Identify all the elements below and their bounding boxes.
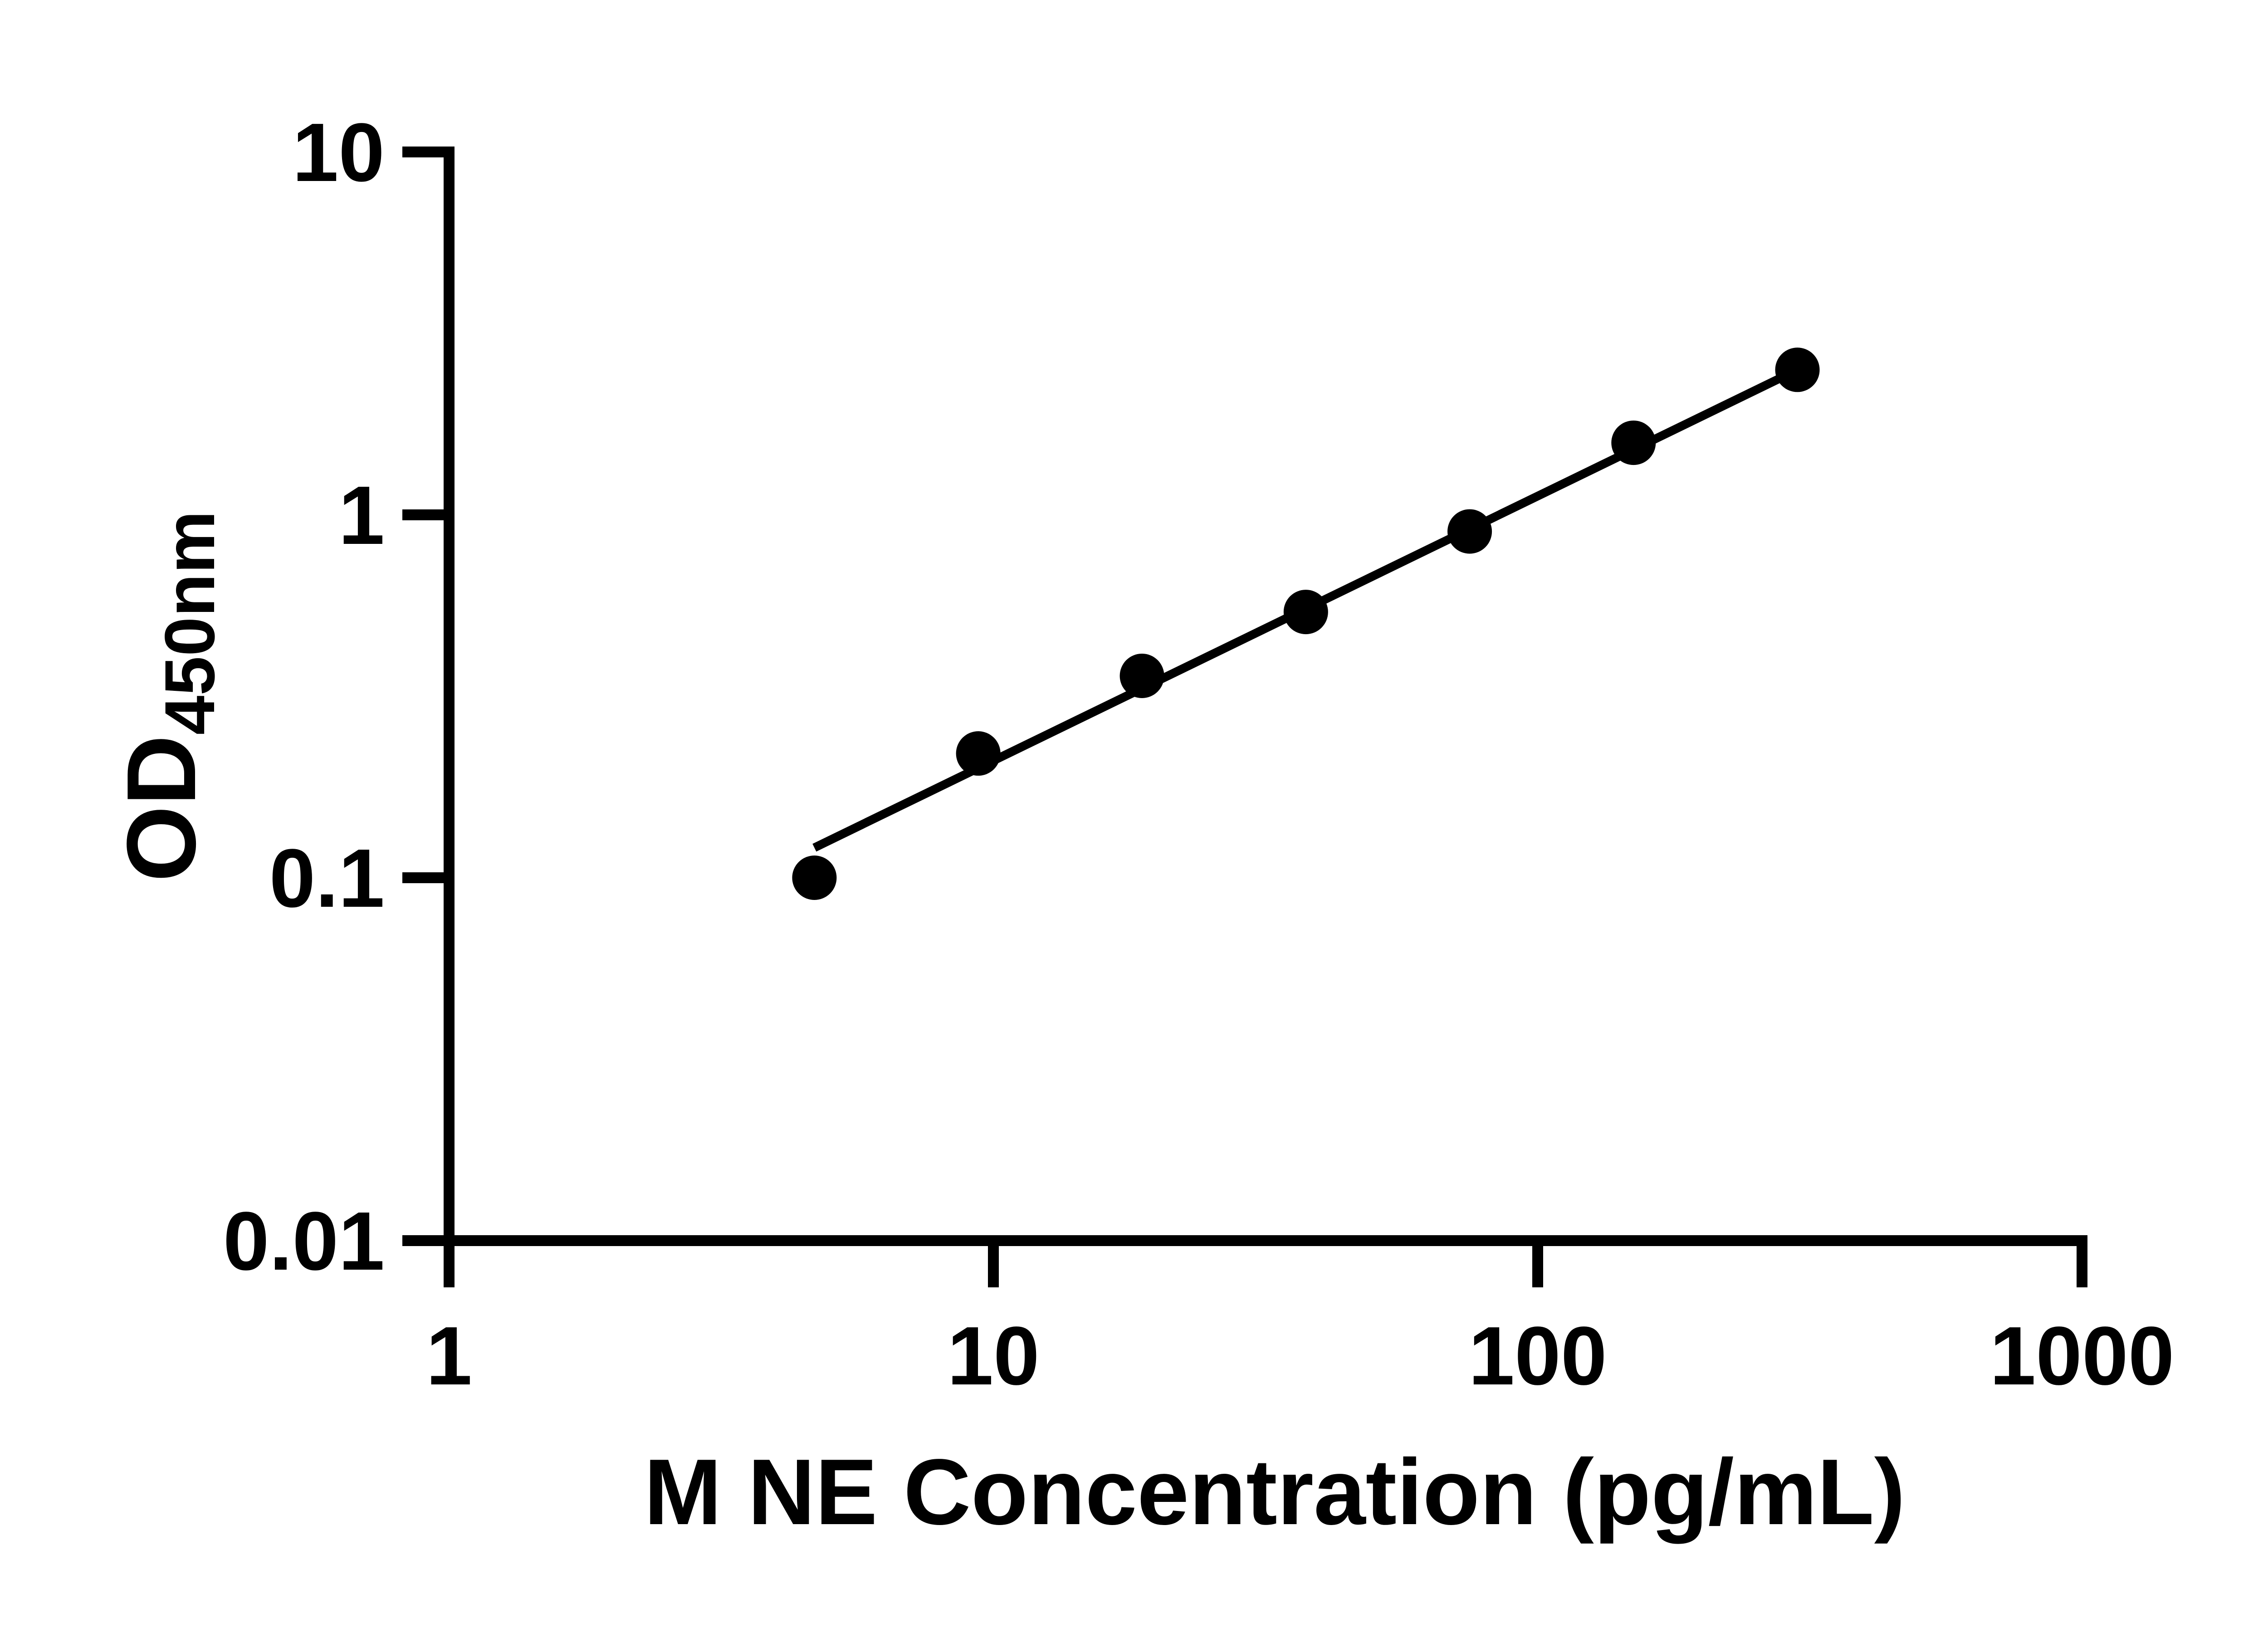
data-point bbox=[1447, 509, 1492, 554]
data-point bbox=[792, 856, 837, 900]
x-axis-title: M NE Concentration (pg/mL) bbox=[644, 1440, 1906, 1544]
x-tick-label: 1 bbox=[426, 1309, 472, 1402]
data-point bbox=[1283, 590, 1328, 635]
x-axis-ticks bbox=[444, 1241, 2087, 1287]
x-axis-tick-labels: 1 10 100 1000 bbox=[426, 1309, 2174, 1402]
data-point bbox=[1611, 420, 1656, 465]
y-tick-label: 0.1 bbox=[269, 831, 385, 924]
data-point bbox=[1119, 653, 1164, 698]
data-point bbox=[1775, 347, 1820, 392]
y-axis-tick-labels: 10 1 0.1 0.01 bbox=[223, 106, 385, 1287]
y-tick-label: 0.01 bbox=[223, 1194, 385, 1287]
x-tick-label: 10 bbox=[947, 1309, 1040, 1402]
x-tick-label: 100 bbox=[1468, 1309, 1607, 1402]
x-tick-label: 1000 bbox=[1989, 1309, 2174, 1402]
y-tick-label: 10 bbox=[292, 106, 385, 199]
data-point bbox=[956, 731, 1001, 776]
y-axis-title-main: OD bbox=[106, 735, 216, 882]
data-points-group bbox=[792, 347, 1820, 900]
axes bbox=[444, 147, 2087, 1246]
y-axis-title: OD450nm bbox=[106, 511, 230, 882]
y-axis-title-subscript: 450nm bbox=[151, 511, 230, 735]
y-axis-ticks bbox=[402, 147, 449, 1246]
y-tick-label: 1 bbox=[338, 469, 385, 562]
